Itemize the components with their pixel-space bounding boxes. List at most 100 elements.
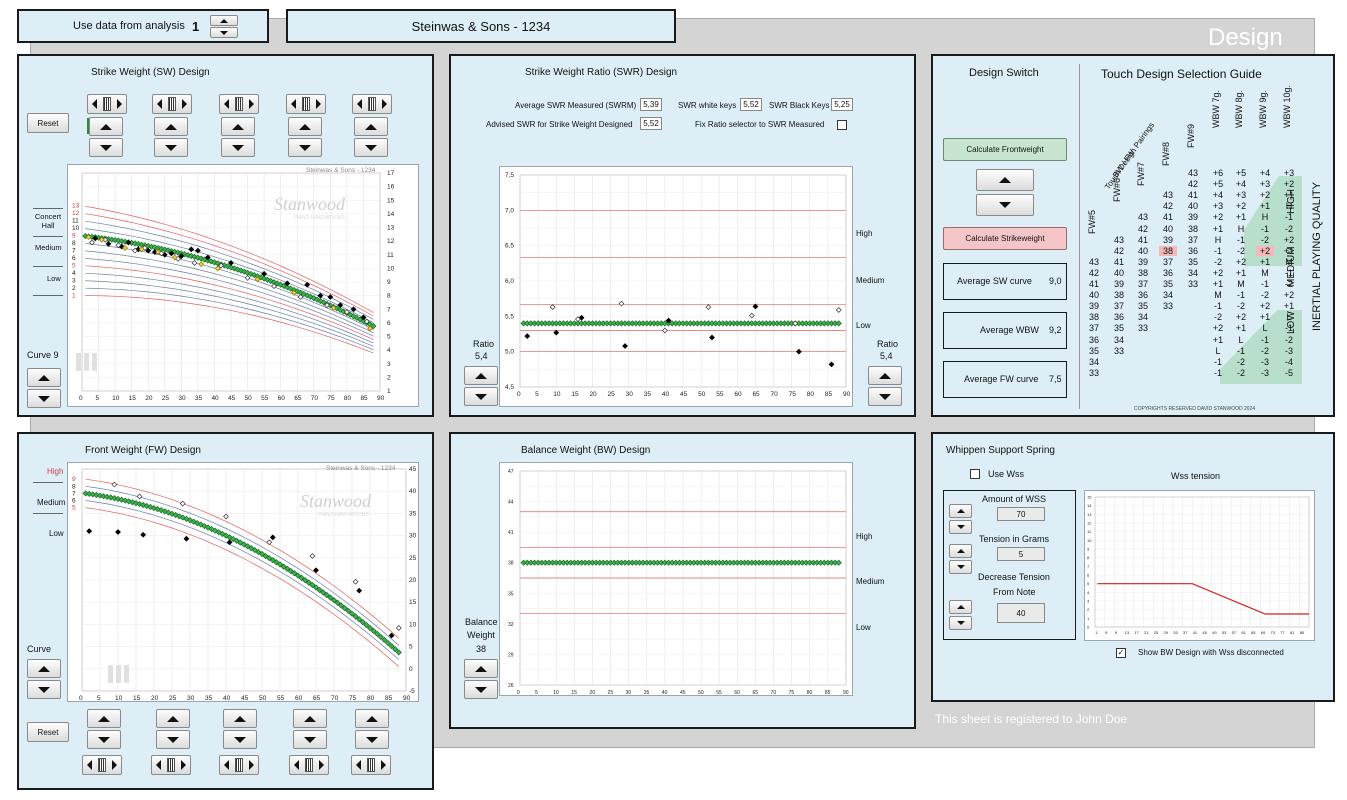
sw-shift-5[interactable] — [352, 94, 392, 114]
use-wss-checkbox[interactable] — [970, 469, 980, 479]
sw-xtick: 85 — [360, 395, 368, 402]
guide-cell: -5 — [1284, 367, 1293, 378]
guide-side-high: HIGH — [1286, 189, 1297, 214]
guide-cell: -3 — [1260, 367, 1269, 378]
analysis-down-button[interactable] — [210, 27, 238, 38]
bw-spinner — [464, 659, 498, 701]
analysis-up-button[interactable] — [210, 15, 238, 26]
sw-spin-1-down[interactable] — [89, 138, 123, 157]
bw-down[interactable] — [464, 680, 498, 699]
use-wss-label: Use Wss — [988, 469, 1024, 479]
fw-spin-3-up[interactable] — [223, 709, 257, 728]
swr-ratio-spinner-left — [464, 366, 498, 408]
sw-chart: 0 5 10 15 20 25 30 35 40 45 50 55 60 65 70 75 80 85 90 1 2 3 4… — [67, 164, 419, 407]
sw-shift-4[interactable] — [286, 94, 326, 114]
fw-zone-divider-1 — [33, 482, 63, 483]
bw-title: Balance Weight (BW) Design — [521, 445, 651, 456]
sw-measured-yellow — [98, 236, 105, 243]
sw-shift-2[interactable] — [152, 94, 192, 114]
fw-curve-line — [85, 478, 400, 639]
swr-ratio-right-up[interactable] — [868, 366, 902, 385]
sw-curve-down[interactable] — [27, 389, 61, 408]
fw-shift-2[interactable] — [151, 755, 191, 775]
fw-spinner-4 — [293, 709, 327, 751]
calc-strikeweight-button[interactable]: Calculate Strikeweight — [943, 227, 1067, 250]
registered-note: This sheet is registered to John Doe — [935, 712, 1128, 726]
fw-curve-up[interactable] — [27, 659, 61, 678]
sw-spin-2-up[interactable] — [154, 117, 188, 136]
guide-cell: 37 — [1162, 256, 1173, 267]
guide-cell: 39 — [1137, 256, 1148, 267]
fix-ratio-checkbox[interactable] — [837, 120, 847, 130]
sw-design-marker — [227, 264, 235, 271]
sw-measured-black — [194, 247, 201, 254]
fw-spin-1-down[interactable] — [87, 730, 121, 749]
wss-tension-down[interactable] — [949, 560, 972, 574]
sw-spin-1-up[interactable] — [89, 117, 123, 136]
wss-amount-down[interactable] — [949, 520, 972, 534]
sw-shift-1[interactable] — [87, 94, 127, 114]
guide-cell: +2 — [1259, 190, 1271, 201]
sw-spin-3-up[interactable] — [221, 117, 255, 136]
sw-spin-5-down[interactable] — [354, 138, 388, 157]
fw-design-marker — [86, 490, 93, 498]
sw-spin-4-up[interactable] — [288, 117, 322, 136]
sw-spin-4-down[interactable] — [288, 138, 322, 157]
sw-spin-5-up[interactable] — [354, 117, 388, 136]
sw-measured-black — [125, 239, 132, 246]
swr-ratio-left-down[interactable] — [464, 387, 498, 406]
wss-amount-up[interactable] — [949, 504, 972, 518]
sw-shift-3[interactable] — [219, 94, 259, 114]
wss-tension-up[interactable] — [949, 544, 972, 558]
sw-design-marker — [198, 255, 205, 262]
show-bw-checkbox[interactable]: ✓ — [1116, 648, 1126, 658]
fw-shift-5[interactable] — [351, 755, 391, 775]
fw-spin-5-up[interactable] — [355, 709, 389, 728]
fw-spin-2-up[interactable] — [156, 709, 190, 728]
fw-spin-1-up[interactable] — [87, 709, 121, 728]
fw-spin-2-down[interactable] — [156, 730, 190, 749]
sw-measured-yellow — [138, 246, 145, 253]
fw-keys-icon — [124, 665, 129, 683]
sw-spin-2-down[interactable] — [154, 138, 188, 157]
guide-cell: L — [1286, 312, 1292, 323]
fw-reset-button[interactable]: Reset — [27, 722, 69, 742]
sw-spin-3-down[interactable] — [221, 138, 255, 157]
guide-cell: 40 — [1162, 223, 1173, 234]
bw-up[interactable] — [464, 659, 498, 678]
fw-spin-3-down[interactable] — [223, 730, 257, 749]
guide-cell: 35 — [1162, 279, 1173, 289]
sw-curve-line — [85, 250, 374, 334]
bw-ytick: 38 — [508, 561, 514, 567]
sw-xtick: 20 — [145, 395, 153, 402]
calc-frontweight-button[interactable]: Calculate Frontweight — [943, 138, 1067, 161]
sw-ytick: 8 — [387, 293, 391, 300]
fw-shift-1[interactable] — [82, 755, 122, 775]
switch-up-button[interactable] — [976, 169, 1034, 191]
bw-zone-high: High — [856, 532, 873, 541]
sw-reset-button[interactable]: Reset — [27, 113, 69, 133]
guide-col-header: FW#8 — [1161, 141, 1171, 166]
wss-decrease-up[interactable] — [949, 600, 972, 614]
guide-side-low: LOW — [1286, 311, 1297, 334]
swr-ratio-left-up[interactable] — [464, 366, 498, 385]
fw-measured-white — [266, 539, 273, 546]
swr-ytick: 6,5 — [505, 243, 514, 250]
guide-col-header: WBW 7g. — [1211, 89, 1221, 128]
fw-spin-4-down[interactable] — [293, 730, 327, 749]
guide-side-medium: MEDIUM — [1286, 246, 1297, 287]
sw-measured-yellow — [122, 245, 128, 251]
wss-decrease-down[interactable] — [949, 616, 972, 630]
sw-measured-white — [343, 309, 350, 315]
swr-ratio-right-down[interactable] — [868, 387, 902, 406]
fw-spin-4-up[interactable] — [293, 709, 327, 728]
fw-curve-down[interactable] — [27, 680, 61, 699]
sw-curve-up[interactable] — [27, 368, 61, 387]
fw-shift-4[interactable] — [289, 755, 329, 775]
swr-ytick: 5,0 — [505, 349, 514, 356]
fw-shift-3[interactable] — [219, 755, 259, 775]
sw-xtick: 70 — [311, 395, 319, 402]
fw-spin-5-down[interactable] — [355, 730, 389, 749]
switch-down-button[interactable] — [976, 194, 1034, 216]
sw-xtick: 60 — [278, 395, 286, 402]
